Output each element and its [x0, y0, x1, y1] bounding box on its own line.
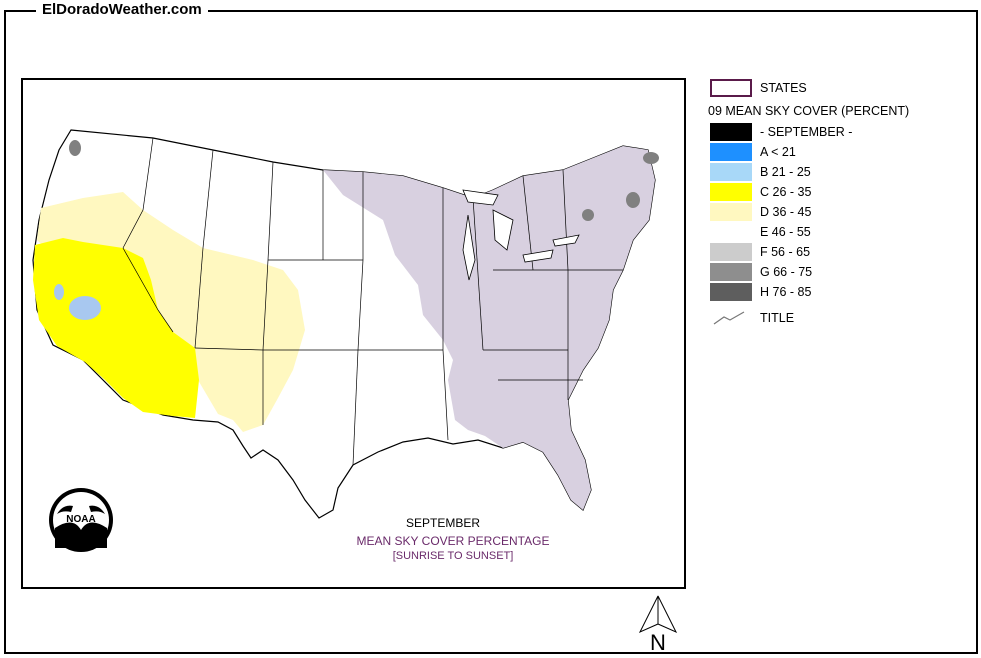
legend-item: B 21 - 25 [710, 162, 811, 182]
legend-item: G 66 - 75 [710, 262, 812, 282]
legend-swatch [710, 243, 752, 261]
zone-g-gray-maine [643, 152, 659, 164]
legend-swatch [710, 183, 752, 201]
us-sky-cover-map: NOAA [32, 129, 659, 552]
legend-item-label: F 56 - 65 [760, 245, 811, 259]
title-line-icon [713, 311, 745, 325]
legend-item: H 76 - 85 [710, 282, 811, 302]
zone-g-gray-ny [582, 209, 594, 221]
legend-title-label: TITLE [760, 311, 795, 325]
legend-item-label: B 21 - 25 [760, 165, 811, 179]
great-lakes [462, 189, 580, 281]
north-arrow-icon: N [638, 595, 678, 654]
legend-item-label: A < 21 [760, 145, 796, 159]
legend-item-label: H 76 - 85 [760, 285, 812, 299]
legend-item-label: G 66 - 75 [760, 265, 813, 279]
legend-item-label: D 36 - 45 [760, 205, 812, 219]
zone-g-gray-nh [626, 192, 640, 208]
map-panel: NOAA SEPTEMBER MEAN SKY COVER PERCENTAGE… [21, 78, 686, 589]
legend-item: C 26 - 35 [710, 182, 811, 202]
legend-item: F 56 - 65 [710, 242, 810, 262]
legend-swatch [710, 283, 752, 301]
noaa-text: NOAA [66, 514, 95, 525]
caption-month: SEPTEMBER [405, 516, 480, 530]
legend-swatch [710, 203, 752, 221]
legend-swatch [710, 223, 752, 241]
legend-item-label: C 26 - 35 [760, 185, 812, 199]
legend-swatch [710, 263, 752, 281]
legend-heading: 09 MEAN SKY COVER (PERCENT) [708, 104, 910, 118]
legend-item: D 36 - 45 [710, 202, 811, 222]
states-outline-swatch [710, 79, 752, 97]
zone-b-light-blue-small [54, 284, 64, 300]
caption-title: MEAN SKY COVER PERCENTAGE [356, 534, 550, 548]
legend-item: E 46 - 55 [710, 222, 811, 242]
legend-item-label: E 46 - 55 [760, 225, 811, 239]
legend-states-row: STATES [710, 78, 807, 98]
legend-states-label: STATES [760, 81, 807, 95]
legend-item: A < 21 [710, 142, 796, 162]
legend-title-row: TITLE [710, 308, 794, 328]
legend-swatch [710, 143, 752, 161]
state-lines [122, 137, 623, 466]
zone-g-gray-wa [69, 140, 81, 156]
legend-swatch [710, 163, 752, 181]
zone-c-yellow [33, 238, 199, 418]
legend-item-label: - SEPTEMBER - [760, 125, 853, 139]
caption-sub: [SUNRISE TO SUNSET] [392, 550, 514, 562]
north-label: N [650, 630, 666, 654]
map-frame [4, 10, 978, 654]
legend-item: - SEPTEMBER - [710, 122, 852, 142]
legend-swatch [710, 123, 752, 141]
site-title: ElDoradoWeather.com [36, 0, 208, 20]
zone-b-light-blue [69, 296, 101, 320]
noaa-logo: NOAA [49, 488, 113, 552]
